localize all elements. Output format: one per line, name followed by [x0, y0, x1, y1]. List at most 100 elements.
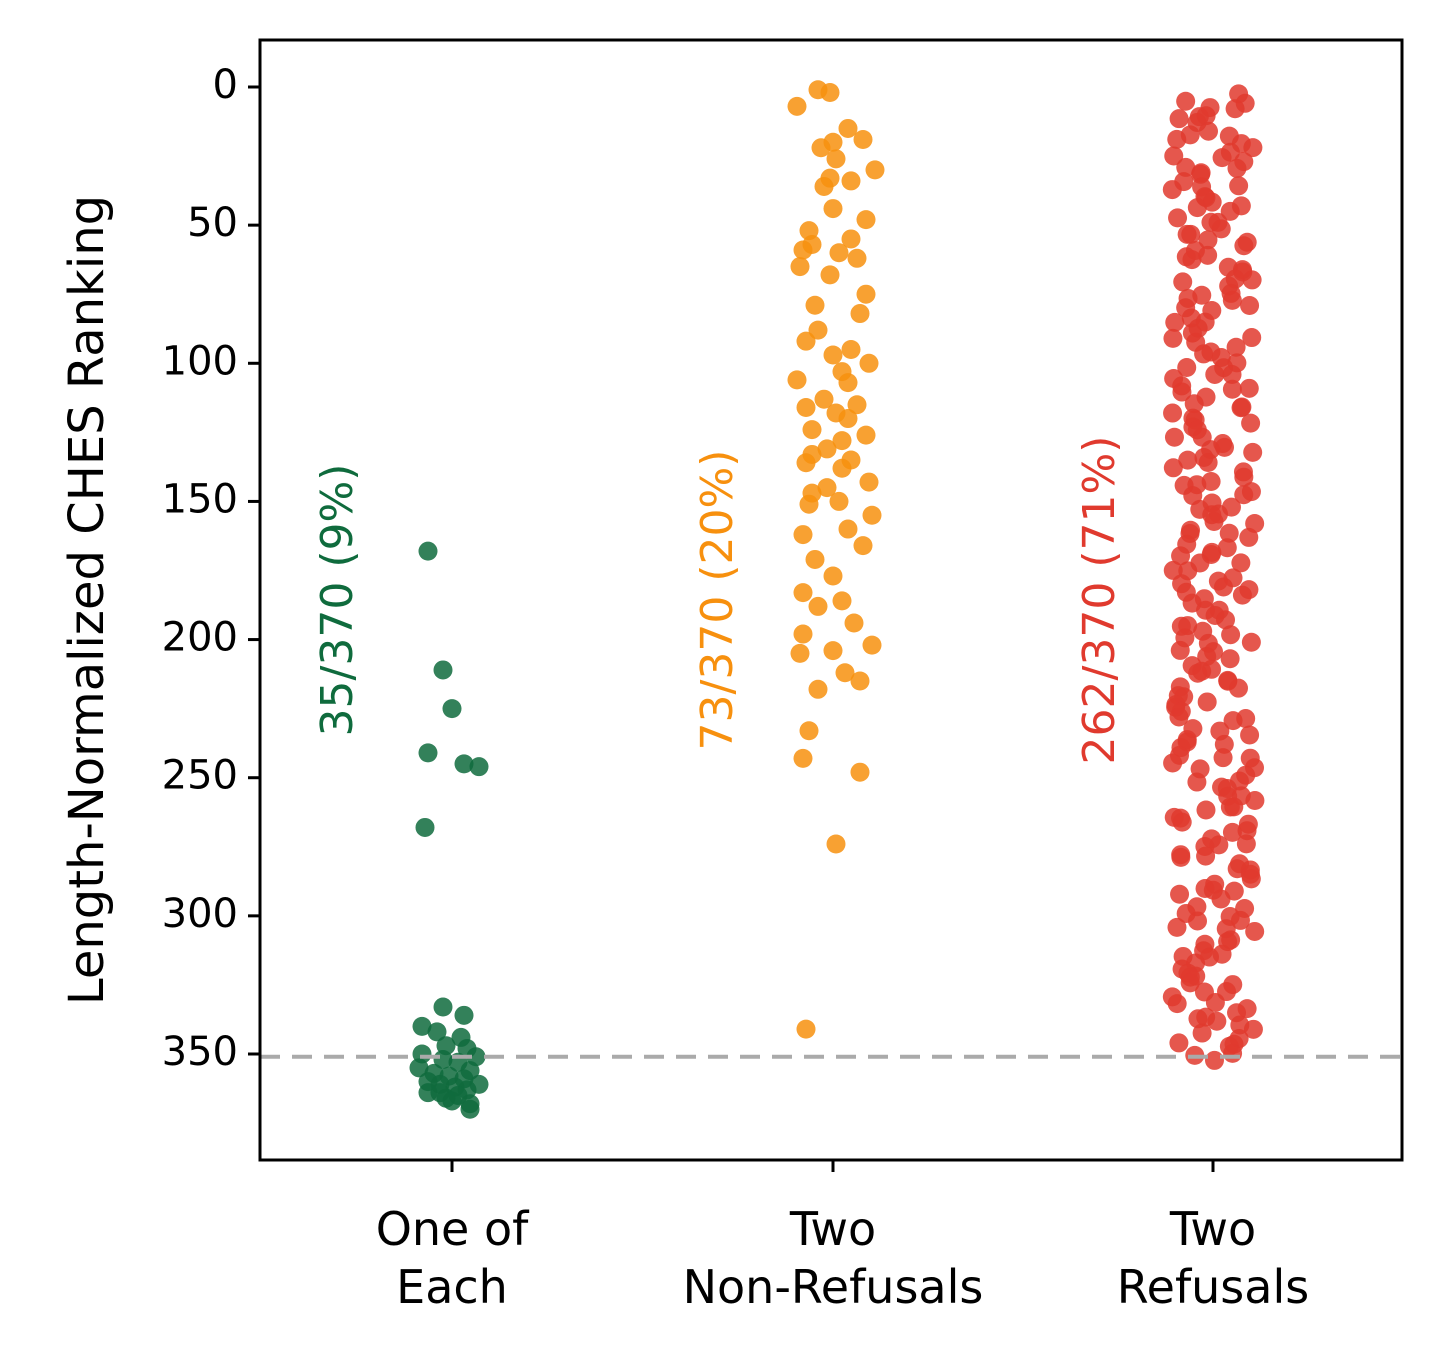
data-point-one_of_each	[409, 1058, 429, 1078]
data-point-two_refusals	[1242, 328, 1262, 348]
count-label-one_of_each: 35/370 (9%)	[312, 464, 363, 737]
data-point-two_refusals	[1234, 467, 1254, 487]
y-axis-label: Length-Normalized CHES Ranking	[59, 195, 115, 1005]
data-point-two_refusals	[1229, 176, 1249, 196]
count-labels: 35/370 (9%) 73/370 (20%) 262/370 (71%)	[312, 436, 1125, 765]
data-point-two_refusals	[1167, 129, 1187, 149]
data-point-two_non_refusals	[823, 199, 843, 219]
data-point-two_non_refusals	[817, 439, 837, 459]
y-tick-label: 350	[162, 1029, 238, 1075]
data-point-two_refusals	[1226, 337, 1246, 357]
data-point-one_of_each	[418, 743, 438, 763]
data-point-two_non_refusals	[838, 373, 858, 393]
data-point-two_non_refusals	[823, 345, 843, 365]
count-label-two_non_refusals: 73/370 (20%)	[692, 450, 743, 751]
data-point-two_refusals	[1197, 692, 1217, 712]
data-point-two_non_refusals	[823, 641, 843, 661]
data-point-two_refusals	[1177, 358, 1197, 378]
data-point-two_refusals	[1192, 1023, 1212, 1043]
data-point-one_of_each	[442, 699, 462, 719]
data-point-one_of_each	[433, 997, 453, 1017]
data-point-two_refusals	[1207, 1011, 1227, 1031]
data-point-two_refusals	[1163, 328, 1183, 348]
data-point-two_refusals	[1217, 538, 1237, 558]
data-point-two_refusals	[1172, 812, 1192, 832]
data-point-two_refusals	[1220, 201, 1240, 221]
data-point-two_refusals	[1187, 198, 1207, 218]
y-tick-label: 150	[162, 476, 238, 522]
data-point-two_refusals	[1178, 450, 1198, 470]
data-point-two_refusals	[1170, 640, 1190, 660]
data-point-two_non_refusals	[796, 331, 816, 351]
data-point-two_non_refusals	[838, 118, 858, 138]
data-point-two_non_refusals	[790, 643, 810, 663]
data-point-two_refusals	[1245, 921, 1265, 941]
count-label-two_refusals: 262/370 (71%)	[1074, 436, 1125, 765]
data-point-two_non_refusals	[808, 596, 828, 616]
data-point-two_non_refusals	[835, 663, 855, 683]
data-point-two_non_refusals	[793, 583, 813, 603]
data-point-two_non_refusals	[844, 613, 864, 633]
data-point-two_non_refusals	[850, 762, 870, 782]
data-point-two_refusals	[1167, 994, 1187, 1014]
data-point-two_refusals	[1245, 791, 1265, 811]
data-point-one_of_each	[460, 1099, 480, 1119]
data-point-two_refusals	[1205, 992, 1225, 1012]
data-point-two_refusals	[1222, 290, 1242, 310]
data-point-two_non_refusals	[859, 353, 879, 373]
data-point-two_refusals	[1225, 99, 1245, 119]
x-category-label: One of	[376, 1202, 530, 1256]
data-point-two_refusals	[1224, 797, 1244, 817]
data-point-two_refusals	[1216, 610, 1236, 630]
data-point-two_refusals	[1230, 910, 1250, 930]
data-point-two_non_refusals	[820, 265, 840, 285]
data-point-two_refusals	[1198, 453, 1218, 473]
data-point-two_refusals	[1196, 800, 1216, 820]
y-axis-ticks: 0 50 100 150 200 250 300 350	[162, 62, 260, 1075]
data-point-two_non_refusals	[820, 83, 840, 103]
x-category-label: Each	[396, 1260, 508, 1314]
data-point-two_refusals	[1176, 157, 1196, 177]
data-point-two_refusals	[1240, 296, 1260, 316]
x-category-label: Non-Refusals	[683, 1260, 984, 1314]
data-point-two_refusals	[1172, 382, 1192, 402]
data-point-two_non_refusals	[805, 549, 825, 569]
data-point-two_refusals	[1219, 523, 1239, 543]
data-point-two_refusals	[1198, 230, 1218, 250]
data-point-one_of_each	[418, 541, 438, 561]
data-point-two_refusals	[1242, 270, 1262, 290]
data-point-two_refusals	[1170, 884, 1190, 904]
data-point-two_refusals	[1222, 379, 1242, 399]
data-point-two_non_refusals	[862, 505, 882, 525]
data-point-two_non_refusals	[805, 295, 825, 315]
data-point-two_refusals	[1196, 846, 1216, 866]
data-point-two_refusals	[1221, 625, 1241, 645]
data-point-two_refusals	[1187, 772, 1207, 792]
data-point-two_refusals	[1231, 398, 1251, 418]
y-tick-label: 50	[187, 200, 238, 246]
data-point-two_refusals	[1167, 917, 1187, 937]
y-tick-label: 0	[213, 62, 238, 108]
y-tick-label: 200	[162, 615, 238, 661]
data-point-two_refusals	[1234, 485, 1254, 505]
data-point-two_non_refusals	[826, 834, 846, 854]
data-point-one_of_each	[415, 817, 435, 837]
data-point-two_refusals	[1173, 272, 1193, 292]
data-point-two_refusals	[1162, 180, 1182, 200]
data-point-two_refusals	[1176, 91, 1196, 111]
data-point-one_of_each	[454, 754, 474, 774]
data-point-two_refusals	[1228, 678, 1248, 698]
data-point-one_of_each	[454, 1005, 474, 1025]
data-point-two_non_refusals	[793, 624, 813, 644]
x-category-label: Refusals	[1117, 1260, 1309, 1314]
data-point-two_refusals	[1188, 911, 1208, 931]
data-point-two_non_refusals	[787, 96, 807, 116]
data-point-two_refusals	[1211, 889, 1231, 909]
data-point-two_refusals	[1171, 847, 1191, 867]
data-point-one_of_each	[427, 1022, 447, 1042]
data-point-two_refusals	[1204, 1050, 1224, 1070]
data-point-two_non_refusals	[796, 1019, 816, 1039]
data-point-two_refusals	[1198, 245, 1218, 265]
